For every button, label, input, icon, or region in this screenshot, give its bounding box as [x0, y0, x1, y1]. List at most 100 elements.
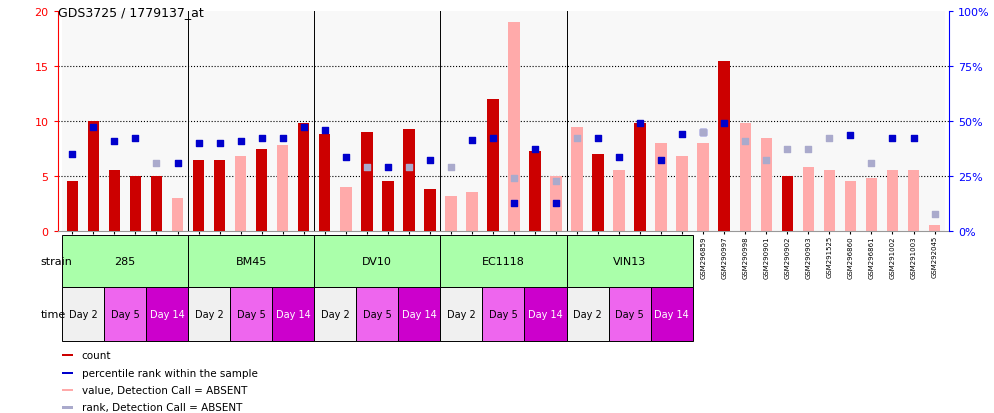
Point	[421, 157, 437, 164]
Point	[695, 130, 711, 136]
Bar	[62, 406, 73, 409]
Bar	[255, 149, 267, 231]
Text: Day 14: Day 14	[528, 309, 563, 319]
Point	[779, 146, 795, 152]
Bar	[209, 12, 230, 231]
Bar	[572, 127, 582, 231]
Bar	[508, 24, 520, 231]
Text: GDS3725 / 1779137_at: GDS3725 / 1779137_at	[58, 6, 204, 19]
Point	[65, 152, 81, 158]
Bar	[298, 124, 309, 231]
Point	[464, 137, 480, 144]
Bar	[83, 12, 104, 231]
Bar	[592, 155, 604, 231]
Bar	[361, 133, 373, 231]
Point	[317, 127, 333, 134]
Bar	[403, 130, 414, 231]
Text: Day 2: Day 2	[69, 309, 97, 319]
Bar	[272, 287, 314, 341]
Bar	[755, 12, 777, 231]
Point	[926, 211, 942, 218]
Text: time: time	[41, 309, 66, 319]
Point	[359, 164, 375, 171]
Bar	[546, 12, 567, 231]
Point	[548, 201, 564, 207]
Point	[843, 133, 859, 139]
Text: EC1118: EC1118	[482, 256, 525, 266]
Bar	[62, 12, 83, 231]
Bar	[335, 12, 356, 231]
Point	[506, 176, 522, 182]
Bar	[188, 12, 209, 231]
Bar	[62, 235, 188, 287]
Bar	[62, 287, 104, 341]
Point	[380, 164, 396, 171]
Bar	[840, 12, 861, 231]
Bar	[230, 287, 272, 341]
Bar	[440, 12, 461, 231]
Bar	[172, 198, 183, 231]
Point	[885, 135, 901, 142]
Point	[485, 135, 501, 142]
Point	[548, 179, 564, 185]
Point	[570, 135, 585, 142]
Text: Day 2: Day 2	[195, 309, 224, 319]
Bar	[399, 12, 419, 231]
Bar	[62, 354, 73, 356]
Bar	[861, 12, 882, 231]
Text: percentile rank within the sample: percentile rank within the sample	[82, 368, 257, 378]
Point	[85, 124, 101, 131]
Bar	[419, 12, 440, 231]
Point	[653, 157, 669, 164]
Text: Day 5: Day 5	[110, 309, 139, 319]
Bar	[655, 144, 667, 231]
Text: Day 2: Day 2	[447, 309, 476, 319]
Bar	[235, 157, 247, 231]
Text: Day 5: Day 5	[615, 309, 644, 319]
Point	[253, 135, 269, 142]
Text: Day 14: Day 14	[275, 309, 310, 319]
Bar	[214, 160, 226, 231]
Bar	[340, 188, 352, 231]
Text: Day 5: Day 5	[489, 309, 518, 319]
Bar	[882, 12, 903, 231]
Point	[864, 160, 880, 167]
Bar	[634, 124, 646, 231]
Bar	[824, 171, 835, 231]
Bar	[151, 177, 162, 231]
Bar	[399, 287, 440, 341]
Point	[127, 135, 143, 142]
Text: Day 14: Day 14	[402, 309, 436, 319]
Bar	[272, 12, 293, 231]
Text: Day 5: Day 5	[237, 309, 265, 319]
Text: DV10: DV10	[363, 256, 393, 266]
Bar	[129, 177, 141, 231]
Point	[674, 132, 690, 138]
Bar	[188, 287, 230, 341]
Point	[338, 154, 354, 161]
Bar	[466, 193, 478, 231]
Point	[738, 138, 753, 145]
Text: Day 5: Day 5	[363, 309, 392, 319]
Bar	[735, 12, 755, 231]
Bar	[67, 182, 79, 231]
Bar	[819, 12, 840, 231]
Point	[821, 135, 837, 142]
Bar	[887, 171, 899, 231]
Text: Day 14: Day 14	[654, 309, 689, 319]
Bar	[487, 100, 499, 231]
Bar	[529, 152, 541, 231]
Bar	[251, 12, 272, 231]
Bar	[567, 287, 608, 341]
Bar	[714, 12, 735, 231]
Bar	[146, 287, 188, 341]
Bar	[277, 146, 288, 231]
Bar	[693, 12, 714, 231]
Bar	[482, 287, 525, 341]
Bar	[677, 157, 688, 231]
Text: count: count	[82, 351, 111, 361]
Bar	[802, 168, 814, 231]
Point	[443, 164, 459, 171]
Bar	[314, 12, 335, 231]
Bar	[587, 12, 608, 231]
